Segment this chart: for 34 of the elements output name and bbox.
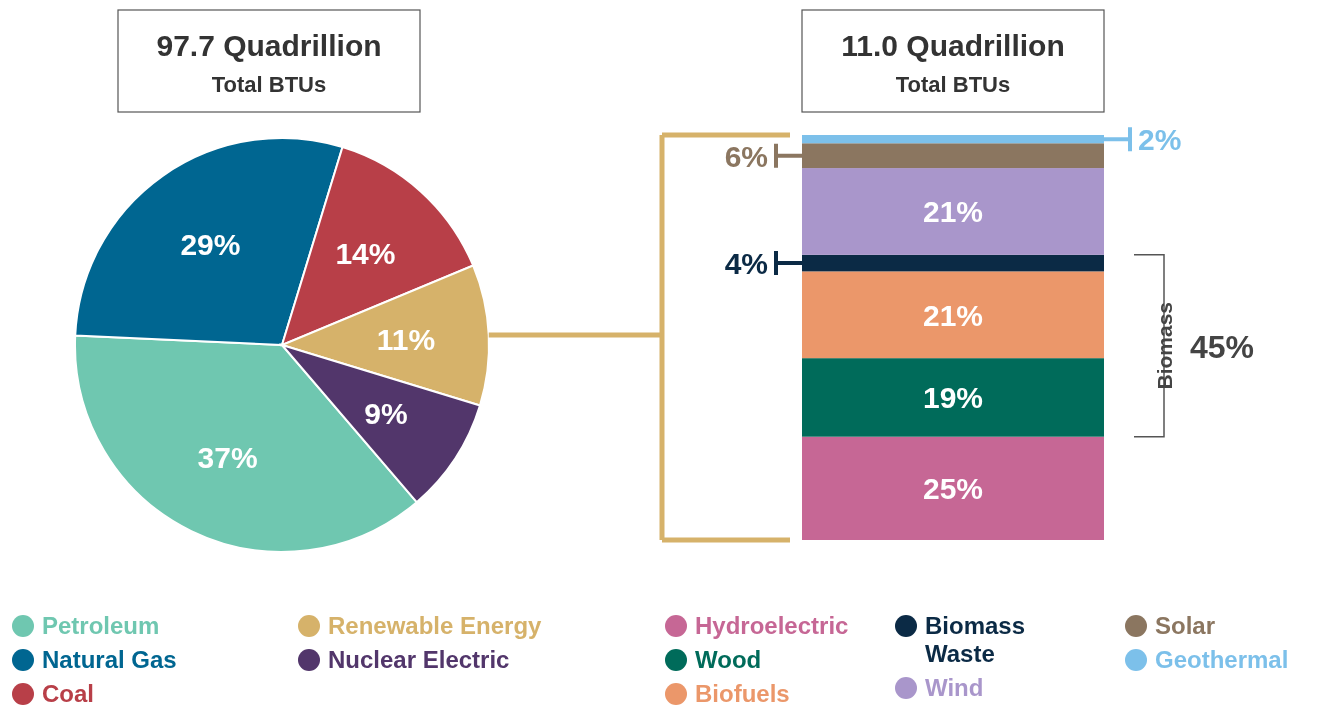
text: 45% <box>1190 328 1255 365</box>
legend-label: Natural Gas <box>42 646 177 673</box>
data-label: 25% <box>922 472 984 506</box>
chart-subtitle: Total BTUs <box>895 72 1011 97</box>
data-label: 14% <box>335 236 396 270</box>
data-label: 21% <box>922 195 984 229</box>
data-label: 2% <box>1138 123 1182 157</box>
data-label: 37% <box>197 440 258 474</box>
chart-title: 97.7 Quadrillion <box>156 29 382 62</box>
data-label: 6% <box>724 139 768 173</box>
legend-label: Solar <box>1155 612 1216 639</box>
chart-subtitle: Total BTUs <box>211 72 327 97</box>
legend-label: Biomass Waste <box>925 612 1026 667</box>
legend-label: Petroleum <box>42 612 160 639</box>
chart-title: 11.0 Quadrillion <box>841 29 1065 62</box>
data-label: 11% <box>376 322 436 356</box>
bar <box>802 358 1104 437</box>
legend-label: Coal <box>42 680 95 707</box>
data-label: 9% <box>364 397 408 431</box>
legend-label: Wood <box>695 646 762 673</box>
bar <box>802 168 1104 255</box>
legend-label: Renewable Energy <box>328 612 543 639</box>
legend-label: Wind <box>925 674 984 701</box>
legend-label: Biofuels <box>695 680 790 707</box>
legend-label: Nuclear Electric <box>328 646 510 673</box>
bar <box>802 436 1104 540</box>
legend-label: Hydroelectric <box>695 612 849 639</box>
text: Biomass <box>1153 301 1176 390</box>
data-label: 29% <box>180 227 241 261</box>
data-label: 21% <box>922 298 984 332</box>
bar <box>802 271 1104 359</box>
data-label: 19% <box>922 381 984 415</box>
legend-label: Geothermal <box>1155 646 1289 673</box>
data-label: 4% <box>724 247 768 281</box>
